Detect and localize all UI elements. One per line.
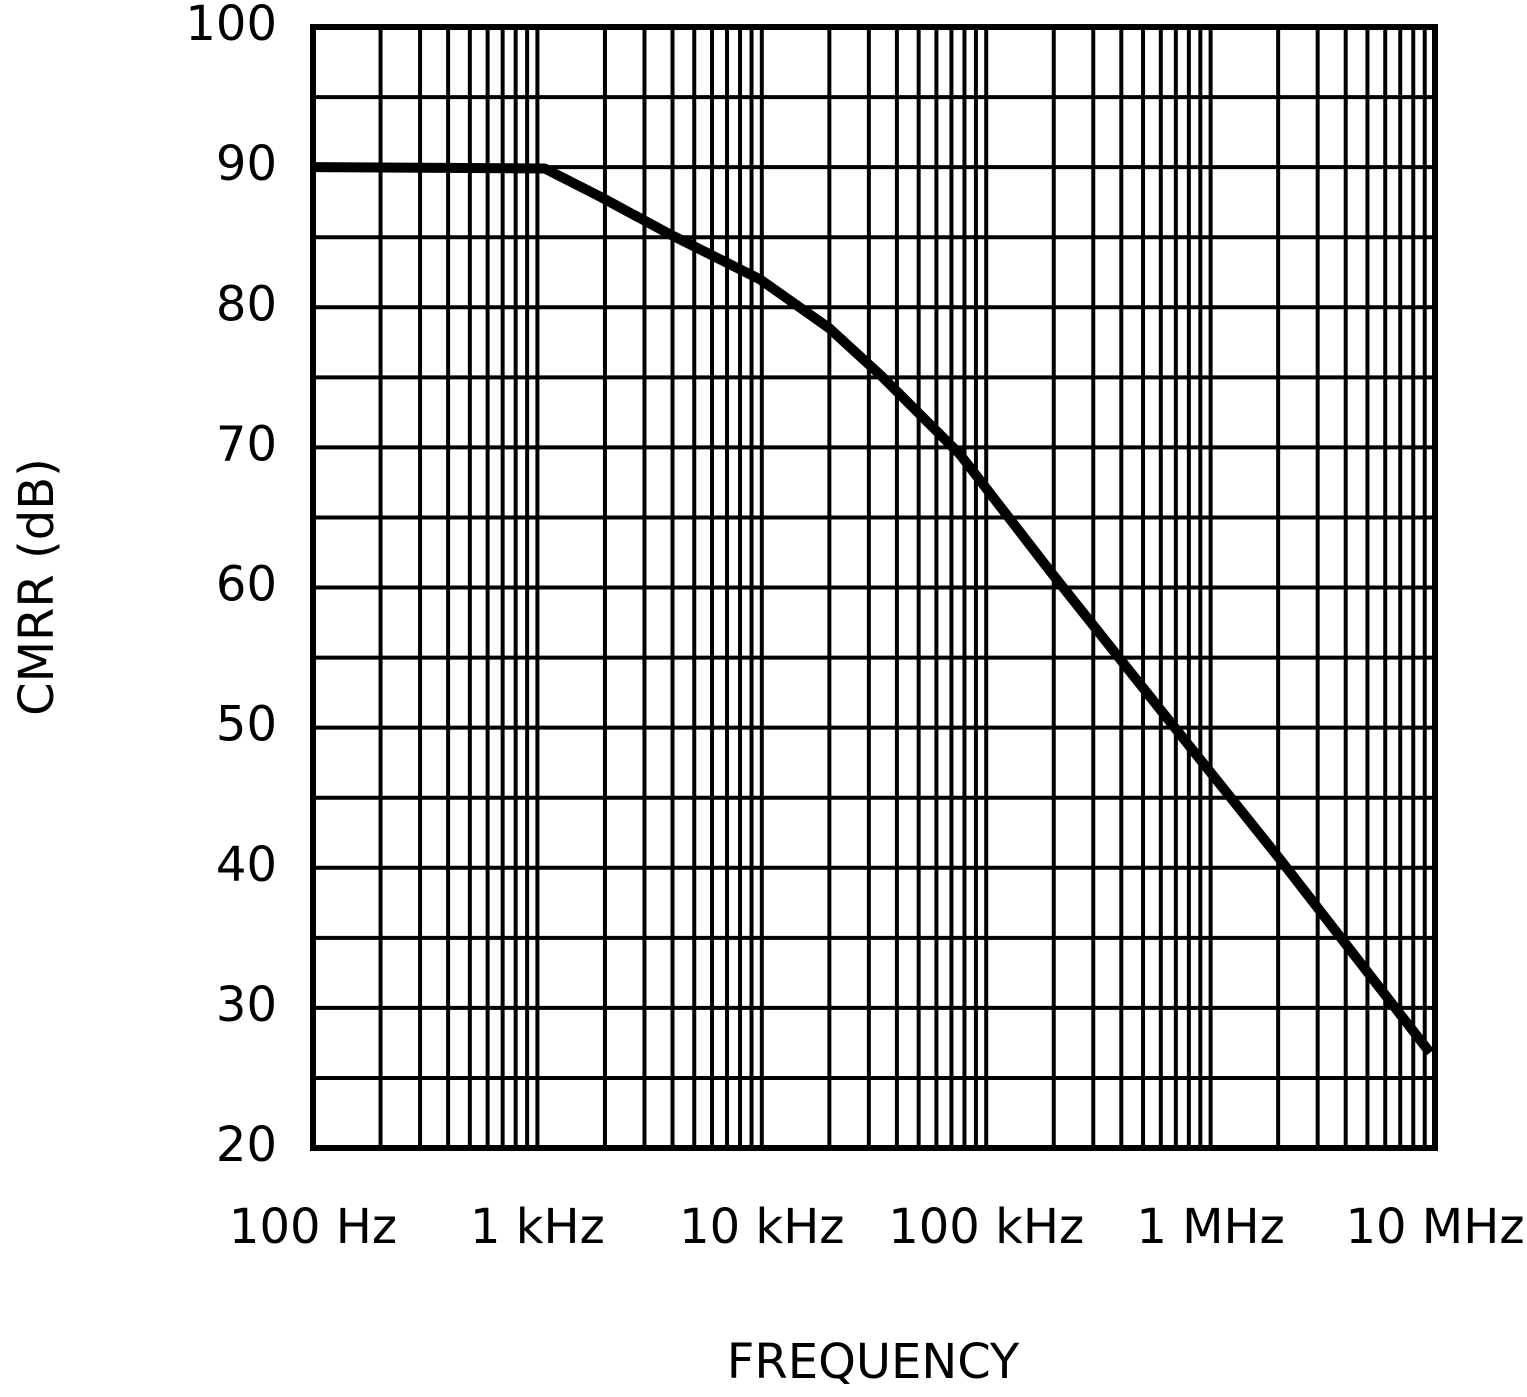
- y-tick-label: 30: [216, 977, 277, 1033]
- y-tick-label: 70: [216, 416, 277, 472]
- y-tick-label: 20: [216, 1117, 277, 1173]
- x-tick-label: 10 MHz: [1345, 1199, 1524, 1255]
- x-tick-label: 100 Hz: [229, 1199, 397, 1255]
- y-tick-label: 50: [216, 697, 277, 753]
- y-axis-title: CMRR (dB): [9, 458, 65, 716]
- y-tick-label: 40: [216, 837, 277, 893]
- x-tick-label: 10 kHz: [679, 1199, 844, 1255]
- line-series: [312, 162, 1434, 1056]
- y-tick-label: 100: [185, 0, 277, 52]
- x-tick-label: 1 MHz: [1136, 1199, 1285, 1255]
- y-tick-label: 90: [216, 136, 277, 192]
- x-tick-label: 1 kHz: [470, 1199, 605, 1255]
- x-tick-label: 100 kHz: [888, 1199, 1084, 1255]
- x-axis-title: FREQUENCY: [727, 1334, 1020, 1390]
- y-tick-label: 80: [216, 276, 277, 332]
- plot-frame: [310, 24, 1438, 1151]
- y-tick-label: 60: [216, 557, 277, 613]
